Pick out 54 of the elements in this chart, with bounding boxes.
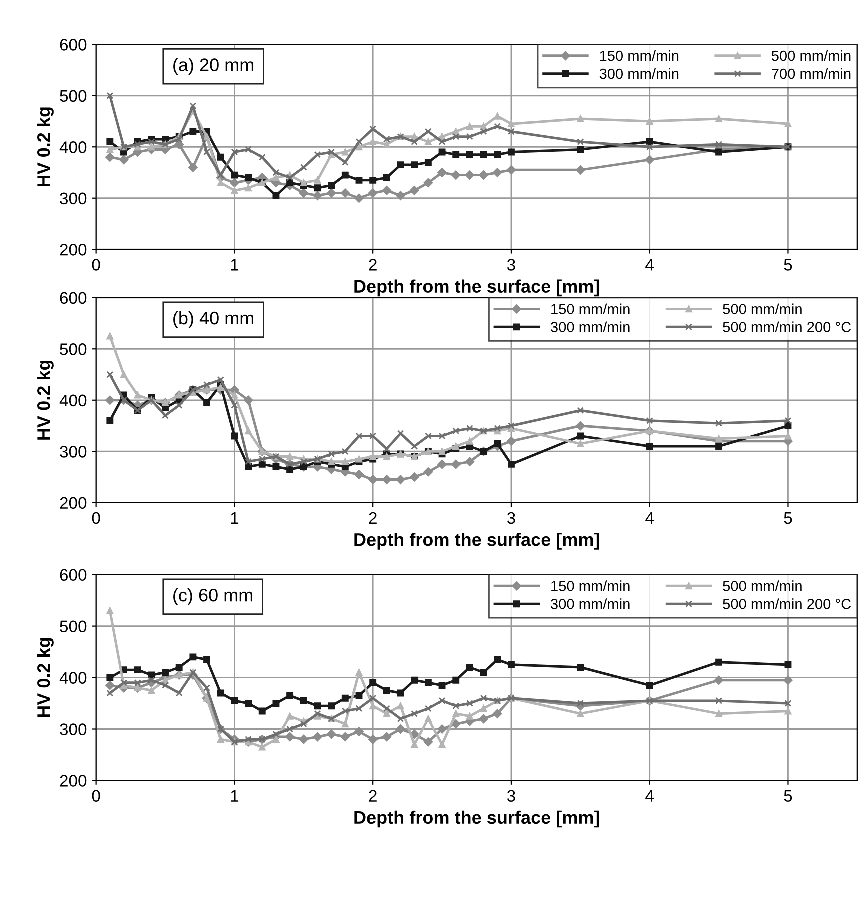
y-tick-label: 300 — [60, 724, 87, 736]
y-tick-label: 300 — [60, 192, 87, 205]
y-tick-label: 400 — [60, 394, 87, 407]
x-tick-label: 2 — [369, 512, 377, 524]
legend-label: 500 mm/min — [723, 304, 802, 314]
legend-label: 300 mm/min — [551, 598, 630, 610]
x-tick-label: 5 — [784, 259, 792, 271]
x-tick-label: 3 — [507, 790, 516, 802]
x-axis-title: Depth from the surface [mm] — [354, 280, 600, 297]
y-axis-title: HV 0.2 kg — [37, 108, 54, 187]
x-tick-label: 5 — [784, 790, 792, 802]
legend-label: 150 mm/min — [552, 580, 630, 592]
legend-label: 500 mm/min 200 °C — [723, 322, 852, 332]
y-tick-label: 500 — [60, 344, 87, 356]
x-axis-title: Depth from the surface [mm] — [354, 532, 600, 550]
x-tick-label: 4 — [646, 790, 654, 802]
y-axis-title: HV 0.2 kg — [37, 360, 54, 440]
x-tick-label: 3 — [507, 259, 516, 271]
legend-label: 300 mm/min — [600, 68, 679, 80]
legend-label: 150 mm/min — [552, 304, 630, 314]
legend-label: 700 mm/min — [772, 68, 851, 80]
x-tick-label: 0 — [92, 259, 100, 271]
x-tick-label: 0 — [92, 790, 100, 802]
y-tick-label: 300 — [60, 446, 87, 458]
y-tick-label: 400 — [60, 142, 87, 154]
y-tick-label: 200 — [60, 244, 87, 256]
y-axis-title: HV 0.2 kg — [37, 638, 54, 718]
legend-label: 500 mm/min 200 °C — [723, 598, 852, 610]
y-tick-label: 600 — [60, 39, 87, 51]
x-tick-label: 2 — [369, 259, 377, 271]
y-tick-label: 400 — [60, 672, 87, 684]
y-tick-label: 500 — [60, 620, 87, 633]
legend-label: 150 mm/min — [600, 50, 679, 62]
y-tick-label: 200 — [60, 497, 87, 510]
legend-label: 500 mm/min — [772, 50, 851, 62]
x-axis-title: Depth from the surface [mm] — [354, 810, 600, 828]
text: (c) 60 mm — [174, 588, 252, 606]
legend-label: 500 mm/min — [723, 580, 802, 592]
text: (a) 20 mm — [174, 58, 254, 76]
x-tick-label: 5 — [784, 512, 792, 524]
x-tick-label: 0 — [92, 512, 100, 524]
y-tick-label: 500 — [60, 90, 87, 102]
x-tick-label: 4 — [646, 259, 654, 271]
x-tick-label: 3 — [507, 512, 516, 524]
legend-label: 300 mm/min — [551, 322, 630, 332]
x-tick-label: 1 — [231, 512, 239, 524]
x-tick-label: 1 — [231, 259, 239, 271]
x-tick-label: 2 — [369, 790, 377, 802]
x-tick-label: 1 — [231, 790, 239, 802]
y-tick-label: 600 — [60, 569, 87, 582]
y-tick-label: 200 — [60, 775, 87, 787]
y-tick-label: 600 — [60, 292, 87, 304]
text: (b) 40 mm — [174, 311, 254, 328]
x-tick-label: 4 — [646, 512, 654, 524]
